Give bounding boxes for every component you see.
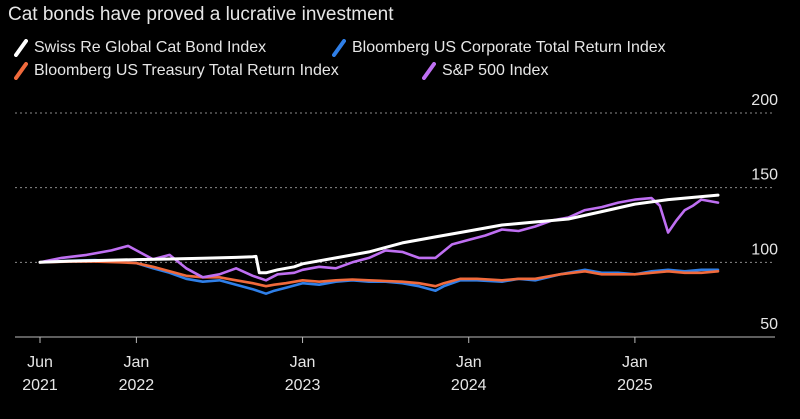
legend-item-sp500: S&P 500 Index — [422, 62, 548, 80]
legend-label-corporate: Bloomberg US Corporate Total Return Inde… — [352, 39, 666, 56]
x-tick-label-year-3: 2024 — [451, 377, 487, 394]
legend-swatch-sp500 — [422, 62, 436, 80]
series-line-bloomberg-us-treasury-total-return-index — [38, 260, 720, 288]
x-tick-label-month-2: Jan — [290, 354, 316, 371]
y-tick-label-50: 50 — [760, 316, 778, 333]
legend-label-cat-bond: Swiss Re Global Cat Bond Index — [34, 39, 267, 56]
series-line-swiss-re-global-cat-bond-index — [38, 193, 720, 275]
legend-swatch-treasury — [14, 62, 28, 80]
x-tick-label-month-0: Jun — [27, 354, 53, 371]
x-tick-label-year-2: 2023 — [285, 377, 321, 394]
legend-item-corporate: Bloomberg US Corporate Total Return Inde… — [332, 39, 666, 57]
x-tick-label-month-4: Jan — [622, 354, 648, 371]
y-tick-label-150: 150 — [751, 167, 778, 184]
series-line-s-p-500-index — [38, 196, 720, 282]
x-tick-label-year-0: 2021 — [22, 377, 58, 394]
legend-label-treasury: Bloomberg US Treasury Total Return Index — [34, 62, 339, 79]
chart-title: Cat bonds have proved a lucrative invest… — [8, 4, 394, 25]
x-tick-label-month-3: Jan — [456, 354, 482, 371]
x-tick-label-year-4: 2025 — [617, 377, 653, 394]
legend-item-cat-bond: Swiss Re Global Cat Bond Index — [14, 39, 266, 57]
x-tick-label-month-1: Jan — [123, 354, 149, 371]
y-tick-label-100: 100 — [751, 241, 778, 258]
legend-swatch-cat-bond — [14, 39, 28, 57]
legend-item-treasury: Bloomberg US Treasury Total Return Index — [14, 62, 339, 80]
x-tick-label-year-1: 2022 — [119, 377, 155, 394]
y-tick-label-200: 200 — [751, 92, 778, 109]
legend-label-sp500: S&P 500 Index — [442, 62, 549, 79]
legend-swatch-corporate — [332, 39, 346, 57]
